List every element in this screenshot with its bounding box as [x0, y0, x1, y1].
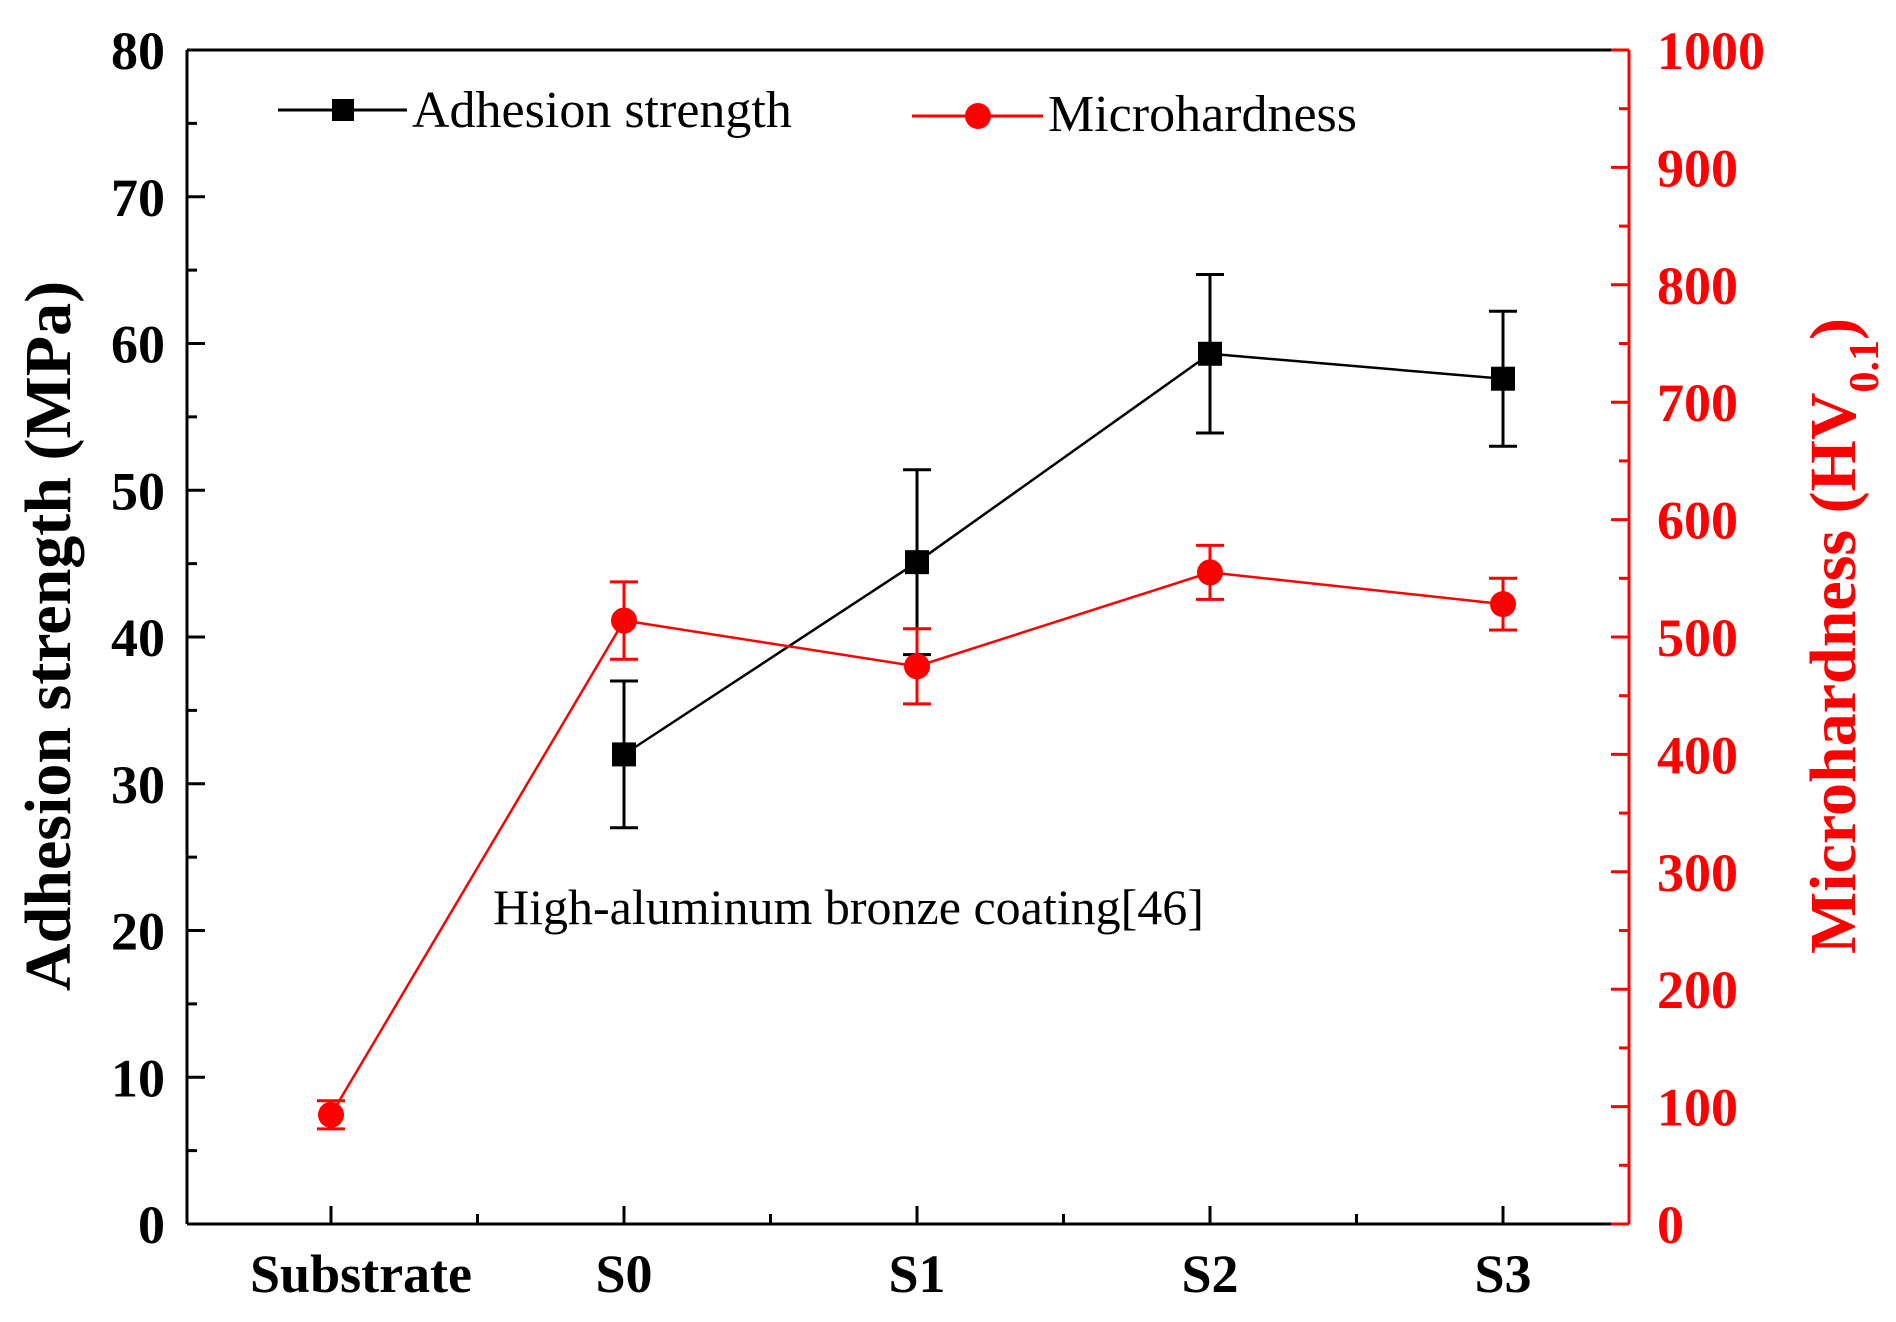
right-tick-label: 300	[1657, 843, 1738, 903]
data-point-circle	[1197, 559, 1223, 586]
right-tick-label: 200	[1657, 960, 1738, 1020]
data-point-circle	[904, 653, 930, 680]
left-tick-label: 80	[111, 21, 165, 81]
x-tick-label: Substrate	[250, 1244, 472, 1304]
data-point-square	[1198, 341, 1222, 366]
right-axis-label-close: )	[1797, 318, 1870, 340]
right-tick-label: 0	[1657, 1195, 1684, 1255]
left-tick-label: 20	[111, 902, 165, 962]
data-point-square	[905, 550, 929, 575]
legend: Adhesion strength Microhardness	[278, 82, 1357, 143]
legend-adhesion-marker	[332, 99, 354, 121]
right-axis-label: Microhardness (HV0.1)	[1797, 318, 1888, 954]
plot-frame-layer	[185, 48, 1631, 1226]
x-tick-label: S0	[595, 1244, 652, 1304]
left-tick-label: 40	[111, 608, 165, 668]
left-tick-label: 10	[111, 1048, 165, 1108]
data-point-square	[612, 742, 636, 767]
plot-series-layer	[317, 273, 1517, 1131]
right-tick-label: 1000	[1657, 21, 1765, 81]
right-tick-label: 800	[1657, 256, 1738, 316]
data-point-circle	[1490, 591, 1516, 618]
series-line-adhesion	[623, 352, 1504, 756]
left-tick-label: 70	[111, 168, 165, 228]
right-tick-label: 400	[1657, 725, 1738, 785]
right-axis-label-subscript: 0.1	[1842, 340, 1888, 393]
data-point-square	[1491, 366, 1515, 391]
left-tick-label: 30	[111, 755, 165, 815]
right-tick-label: 700	[1657, 373, 1738, 433]
data-point-circle	[318, 1101, 344, 1128]
chart-annotation: High-aluminum bronze coating[46]	[493, 879, 1204, 935]
legend-microhardness-label: Microhardness	[1048, 86, 1357, 143]
right-tick-label: 900	[1657, 138, 1738, 198]
x-tick-label: S3	[1474, 1244, 1531, 1304]
right-tick-label: 100	[1657, 1078, 1738, 1138]
legend-adhesion-label: Adhesion strength	[412, 82, 792, 139]
left-tick-label: 50	[111, 461, 165, 521]
x-tick-label: S1	[888, 1244, 945, 1304]
data-point-circle	[611, 607, 637, 634]
right-axis-label-main: Microhardness (HV	[1797, 392, 1870, 954]
right-tick-label: 500	[1657, 608, 1738, 668]
legend-microhardness-marker	[965, 103, 991, 129]
left-tick-label: 60	[111, 315, 165, 375]
tick-labels-layer: 0102030405060708001002003004005006007008…	[111, 21, 1765, 1304]
tick-marks-layer	[187, 48, 1629, 1226]
right-tick-label: 600	[1657, 491, 1738, 551]
x-tick-label: S2	[1181, 1244, 1238, 1304]
left-axis-label: Adhesion strength (MPa)	[12, 281, 85, 991]
left-tick-label: 0	[138, 1195, 165, 1255]
